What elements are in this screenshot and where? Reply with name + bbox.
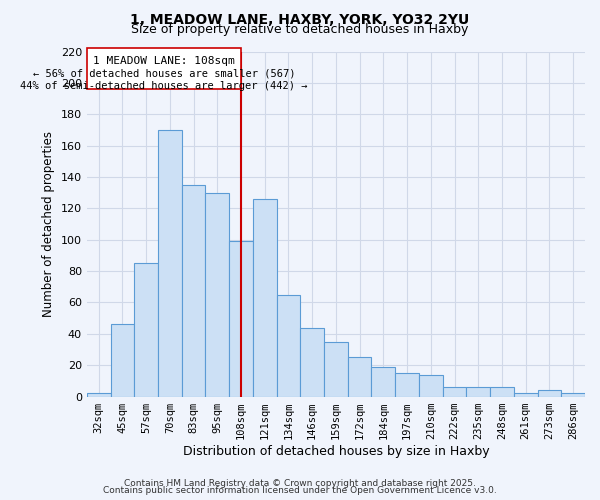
Text: 44% of semi-detached houses are larger (442) →: 44% of semi-detached houses are larger (… [20,82,308,92]
Bar [158,130,182,396]
Text: Size of property relative to detached houses in Haxby: Size of property relative to detached ho… [131,22,469,36]
Bar [277,294,301,396]
Bar [301,328,324,396]
Y-axis label: Number of detached properties: Number of detached properties [42,131,55,317]
Bar [348,358,371,397]
Text: 1 MEADOW LANE: 108sqm: 1 MEADOW LANE: 108sqm [93,56,235,66]
X-axis label: Distribution of detached houses by size in Haxby: Distribution of detached houses by size … [182,444,489,458]
Bar [538,390,561,396]
Bar [371,367,395,396]
Bar [419,374,443,396]
Bar [443,387,466,396]
Bar [182,185,205,396]
Bar [87,394,110,396]
Text: Contains HM Land Registry data © Crown copyright and database right 2025.: Contains HM Land Registry data © Crown c… [124,478,476,488]
Bar [395,373,419,396]
Bar [205,192,229,396]
Text: 1, MEADOW LANE, HAXBY, YORK, YO32 2YU: 1, MEADOW LANE, HAXBY, YORK, YO32 2YU [130,12,470,26]
Bar [561,394,585,396]
Bar [253,199,277,396]
Text: ← 56% of detached houses are smaller (567): ← 56% of detached houses are smaller (56… [32,69,295,79]
Bar [466,387,490,396]
Bar [110,324,134,396]
Bar [229,242,253,396]
Text: Contains public sector information licensed under the Open Government Licence v3: Contains public sector information licen… [103,486,497,495]
FancyBboxPatch shape [87,48,241,89]
Bar [490,387,514,396]
Bar [134,264,158,396]
Bar [514,394,538,396]
Bar [324,342,348,396]
